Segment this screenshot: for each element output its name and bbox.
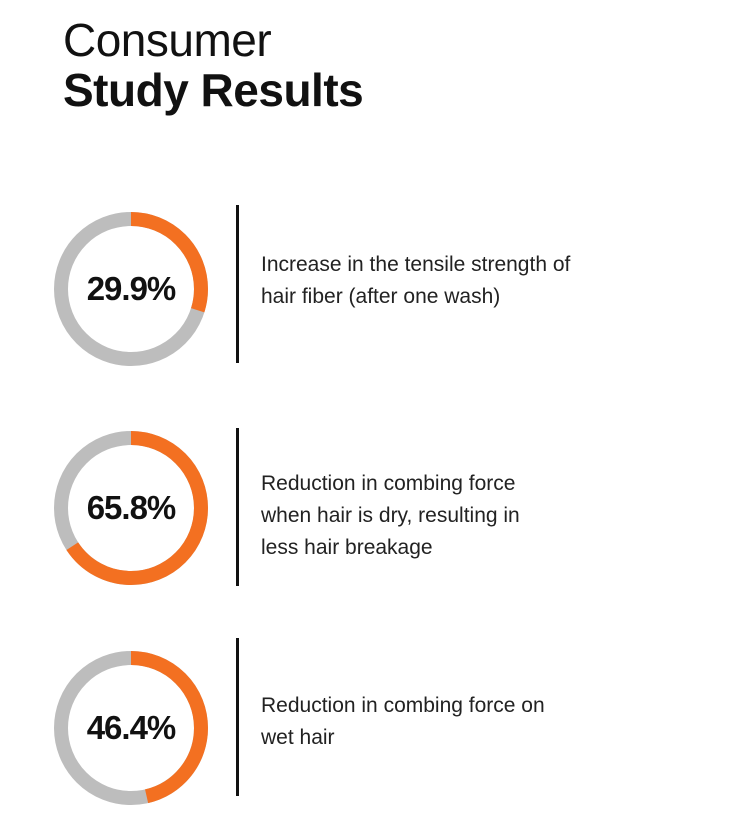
donut-value-arc: [54, 651, 208, 805]
divider-line: [236, 638, 239, 796]
description-line: Increase in the tensile strength of: [261, 253, 571, 276]
description-line: Reduction in combing force: [261, 472, 516, 495]
donut-chart-3: [54, 651, 208, 805]
stat-value: 65.8%: [86, 489, 177, 526]
stat-row-3: 46.4% Reduction in combing force on wet …: [0, 638, 736, 808]
title-line-2: Study Results: [63, 64, 364, 116]
donut-chart-1: [54, 212, 208, 366]
divider-line: [236, 428, 239, 586]
stat-row-2: 65.8% Reduction in combing force when ha…: [0, 428, 736, 588]
description-line: Reduction in combing force on: [261, 694, 545, 717]
stat-description: Reduction in combing force on wet hair: [261, 690, 641, 754]
description-line: when hair is dry, resulting in: [261, 504, 520, 527]
donut-value-arc: [54, 212, 208, 366]
stat-description: Reduction in combing force when hair is …: [261, 468, 641, 564]
stat-value: 46.4%: [86, 709, 177, 746]
divider-line: [236, 205, 239, 363]
donut-chart-2: [54, 431, 208, 585]
stat-row-1: 29.9% Increase in the tensile strength o…: [0, 205, 736, 369]
stat-description: Increase in the tensile strength of hair…: [261, 249, 641, 313]
stat-value: 29.9%: [86, 270, 177, 307]
donut-value-arc: [54, 431, 208, 585]
description-line: wet hair: [261, 726, 335, 749]
description-line: hair fiber (after one wash): [261, 285, 501, 308]
description-line: less hair breakage: [261, 536, 433, 559]
title-line-1: Consumer: [63, 14, 272, 66]
